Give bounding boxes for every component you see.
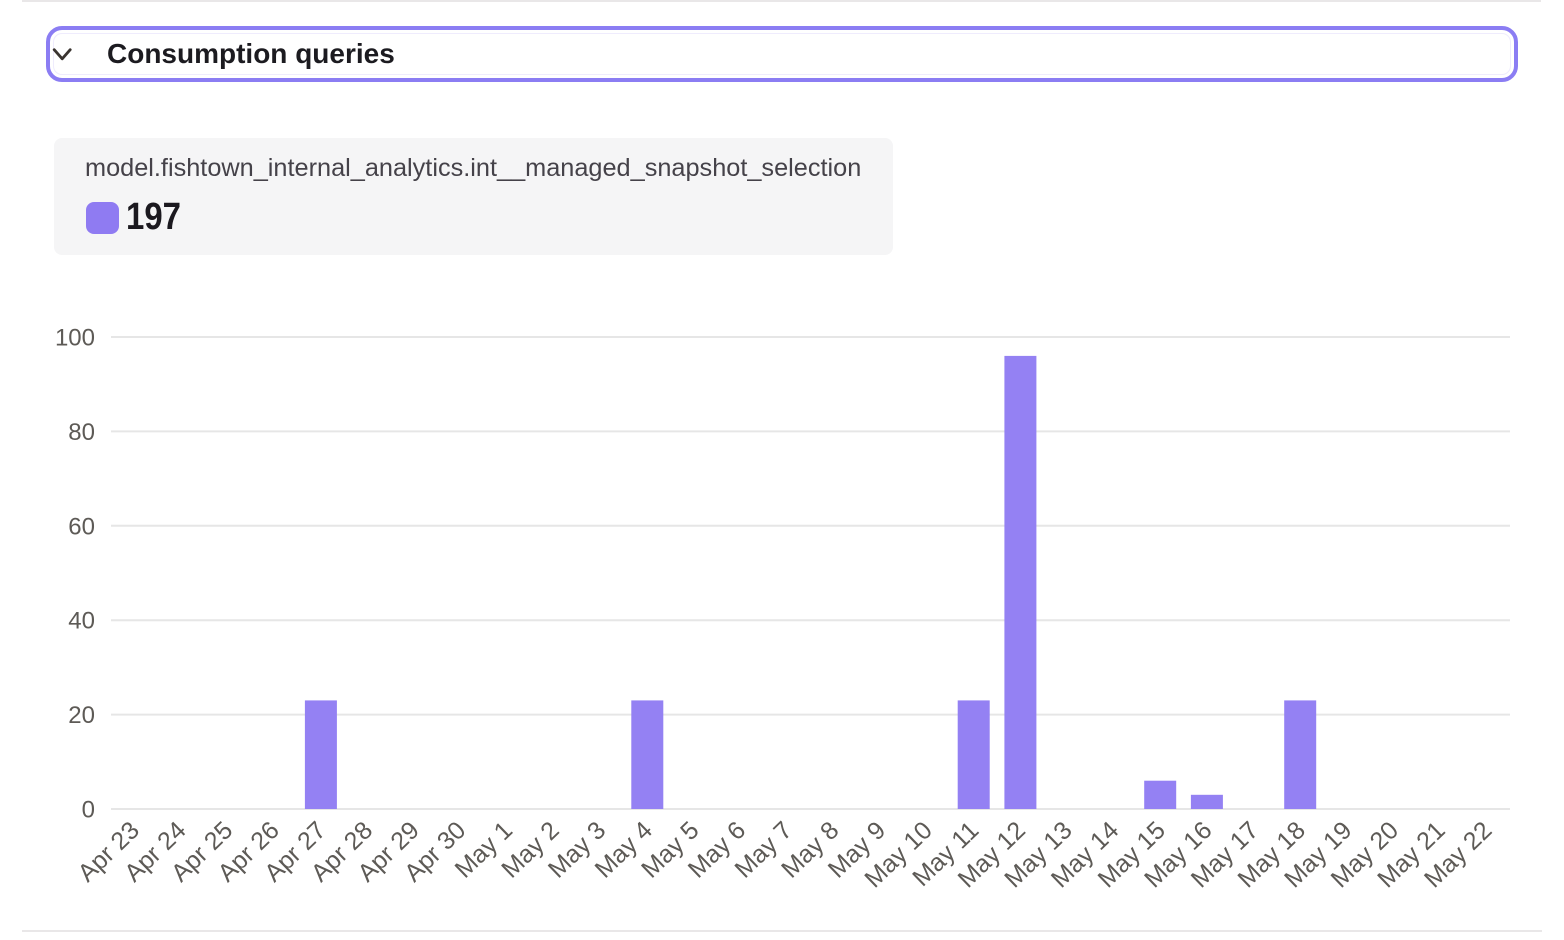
svg-text:20: 20 [68,702,95,729]
svg-text:80: 80 [68,419,95,446]
svg-text:100: 100 [55,325,95,352]
svg-text:0: 0 [82,797,95,824]
svg-text:60: 60 [68,513,95,540]
svg-text:40: 40 [68,608,95,635]
